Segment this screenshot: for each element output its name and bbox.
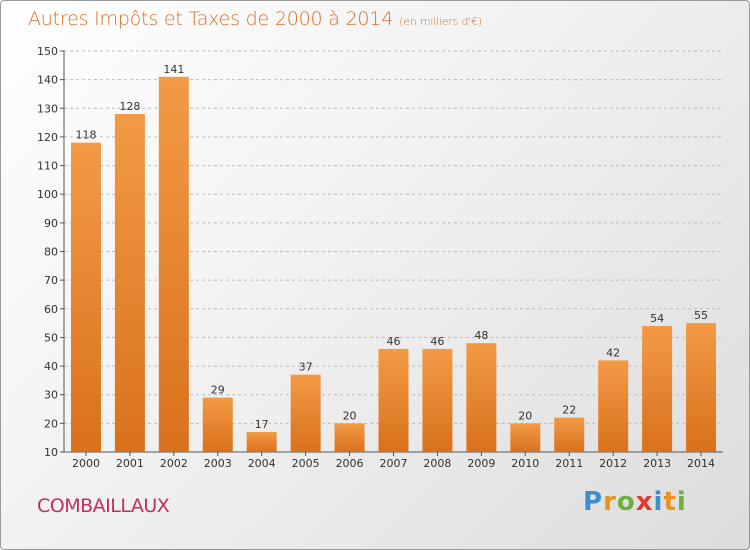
logo-letter: P bbox=[583, 487, 604, 517]
y-tick-label: 80 bbox=[44, 246, 58, 259]
data-label: 42 bbox=[606, 346, 620, 359]
logo-letter: o bbox=[616, 487, 636, 517]
y-tick-label: 150 bbox=[37, 45, 58, 58]
data-label: 128 bbox=[119, 100, 140, 113]
bar bbox=[510, 423, 541, 452]
data-label: 46 bbox=[387, 335, 401, 348]
logo-letter: i bbox=[676, 487, 687, 517]
chart-title-text: Autres Impôts et Taxes de 2000 à 2014 bbox=[28, 8, 394, 30]
x-tick-label: 2010 bbox=[511, 457, 539, 470]
x-tick-label: 2006 bbox=[336, 457, 364, 470]
x-tick-label: 2008 bbox=[423, 457, 451, 470]
bar bbox=[598, 360, 629, 452]
bar bbox=[422, 348, 453, 452]
y-tick-label: 30 bbox=[44, 389, 58, 402]
logo-letter: x bbox=[635, 487, 654, 517]
bar bbox=[334, 423, 365, 452]
y-tick-label: 140 bbox=[37, 74, 58, 87]
x-tick-label: 2013 bbox=[643, 457, 671, 470]
data-label: 37 bbox=[299, 361, 313, 374]
x-tick-label: 2014 bbox=[687, 457, 715, 470]
y-tick-label: 40 bbox=[44, 360, 58, 373]
y-tick-label: 50 bbox=[44, 331, 58, 344]
x-tick-label: 2012 bbox=[599, 457, 627, 470]
proxiti-logo: Proxiti bbox=[583, 487, 687, 517]
x-tick-label: 2003 bbox=[204, 457, 232, 470]
chart-title: Autres Impôts et Taxes de 2000 à 2014 (en… bbox=[28, 8, 482, 30]
logo-letter: t bbox=[663, 487, 677, 517]
bar bbox=[70, 142, 101, 452]
bar bbox=[642, 325, 673, 452]
data-label: 22 bbox=[562, 404, 576, 417]
y-tick-label: 10 bbox=[44, 446, 58, 459]
data-label: 54 bbox=[650, 312, 664, 325]
bar bbox=[114, 114, 145, 452]
y-tick-label: 100 bbox=[37, 188, 58, 201]
x-tick-label: 2000 bbox=[72, 457, 100, 470]
bar bbox=[686, 323, 717, 452]
y-tick-label: 60 bbox=[44, 303, 58, 316]
data-label: 48 bbox=[474, 329, 488, 342]
x-tick-label: 2002 bbox=[160, 457, 188, 470]
data-label: 141 bbox=[163, 63, 184, 76]
x-tick-label: 2004 bbox=[248, 457, 276, 470]
x-tick-label: 2011 bbox=[555, 457, 583, 470]
bar bbox=[246, 431, 277, 452]
bar bbox=[466, 343, 497, 452]
data-label: 20 bbox=[343, 409, 357, 422]
y-tick-label: 20 bbox=[44, 417, 58, 430]
data-label: 29 bbox=[211, 384, 225, 397]
data-label: 17 bbox=[255, 418, 269, 431]
x-tick-label: 2001 bbox=[116, 457, 144, 470]
y-tick-label: 90 bbox=[44, 217, 58, 230]
data-label: 20 bbox=[518, 409, 532, 422]
data-label: 55 bbox=[694, 309, 708, 322]
data-label: 118 bbox=[75, 129, 96, 142]
x-tick-label: 2009 bbox=[467, 457, 495, 470]
bar bbox=[158, 76, 189, 453]
y-tick-label: 120 bbox=[37, 131, 58, 144]
y-tick-label: 130 bbox=[37, 102, 58, 115]
logo-letter: r bbox=[603, 487, 617, 517]
bar bbox=[202, 397, 233, 452]
x-tick-label: 2005 bbox=[292, 457, 320, 470]
chart-unit: (en milliers d'€) bbox=[399, 15, 482, 28]
logo-letter: i bbox=[653, 487, 664, 517]
commune-name: COMBAILLAUX bbox=[37, 495, 170, 517]
x-tick-label: 2007 bbox=[380, 457, 408, 470]
data-label: 46 bbox=[430, 335, 444, 348]
bar bbox=[290, 374, 321, 452]
bar bbox=[378, 348, 409, 452]
y-tick-label: 110 bbox=[37, 160, 58, 173]
y-tick-label: 70 bbox=[44, 274, 58, 287]
bar bbox=[554, 417, 585, 452]
